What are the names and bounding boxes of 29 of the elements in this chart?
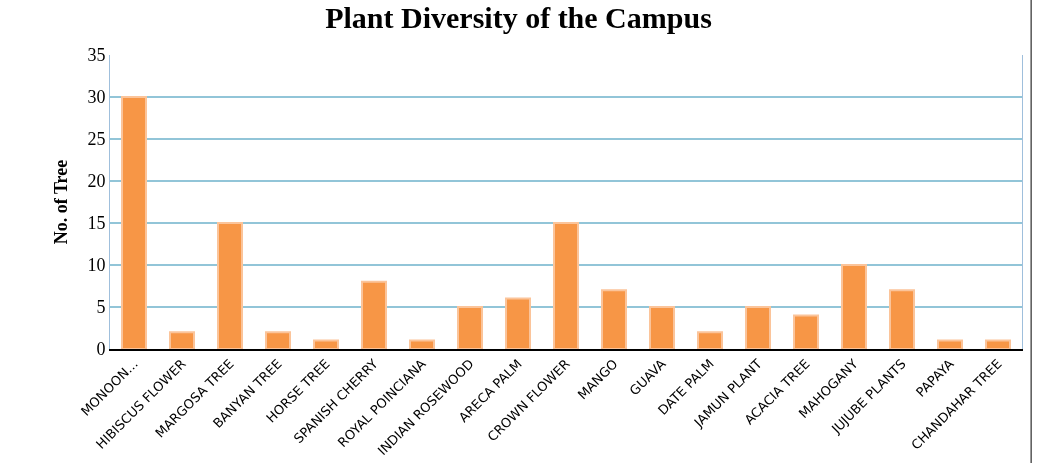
bar bbox=[265, 331, 291, 349]
bar bbox=[937, 339, 963, 349]
bar bbox=[169, 331, 195, 349]
bar bbox=[409, 339, 435, 349]
y-tick-label: 10 bbox=[87, 255, 106, 276]
bar bbox=[217, 222, 243, 349]
bar bbox=[649, 306, 675, 349]
y-tick-label: 5 bbox=[96, 297, 106, 318]
y-tick-label: 20 bbox=[87, 171, 106, 192]
bar bbox=[457, 306, 483, 349]
bar bbox=[841, 264, 867, 349]
bar bbox=[313, 339, 339, 349]
bar bbox=[505, 297, 531, 349]
y-tick-label: 25 bbox=[87, 129, 106, 150]
bar bbox=[601, 289, 627, 349]
bar bbox=[361, 280, 387, 349]
y-tick-label: 0 bbox=[96, 339, 106, 360]
y-axis-title: No. of Tree bbox=[50, 159, 71, 245]
chart-title: Plant Diversity of the Campus bbox=[325, 0, 712, 34]
bar bbox=[697, 331, 723, 349]
y-tick-label: 30 bbox=[87, 87, 106, 108]
y-tick-label: 35 bbox=[87, 45, 106, 66]
bar bbox=[121, 96, 147, 349]
y-tick-label: 15 bbox=[87, 213, 106, 234]
bar bbox=[889, 289, 915, 349]
bar bbox=[553, 222, 579, 349]
bar bbox=[745, 306, 771, 349]
bar bbox=[793, 314, 819, 349]
bar bbox=[985, 339, 1011, 349]
